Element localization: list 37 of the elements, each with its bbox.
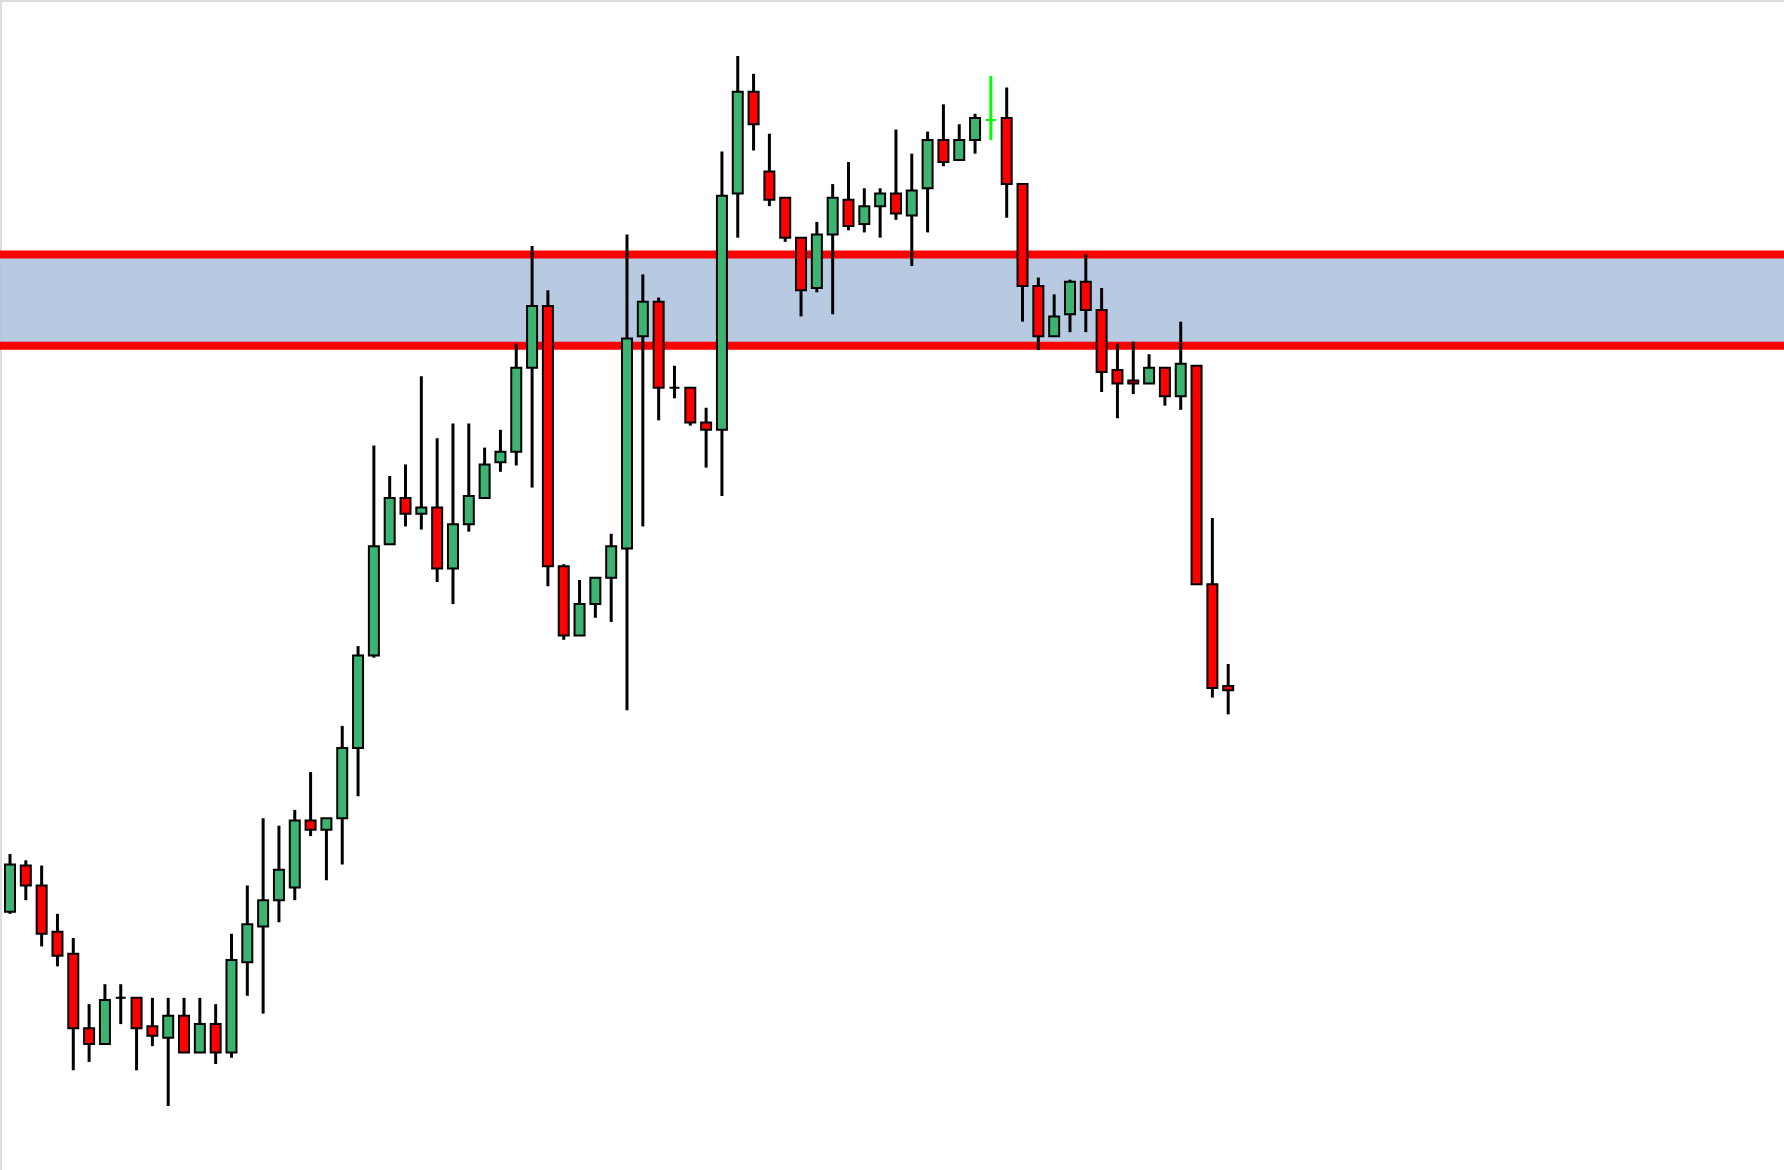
candlestick <box>1158 366 1171 408</box>
candlestick <box>1222 662 1235 716</box>
candlestick <box>684 386 697 428</box>
candlestick <box>162 996 175 1108</box>
candlestick <box>905 152 918 268</box>
candlestick <box>98 982 111 1046</box>
candlestick <box>193 996 206 1054</box>
candlestick <box>747 72 760 152</box>
candlestick <box>889 128 902 222</box>
candlestick <box>1174 320 1187 412</box>
candlestick <box>241 884 254 998</box>
candlestick <box>257 816 270 1016</box>
candlestick <box>668 364 681 400</box>
candlestick <box>779 196 792 244</box>
candlestick <box>700 406 713 470</box>
candlestick <box>383 474 396 546</box>
candlestick <box>178 996 191 1054</box>
candlestick <box>858 186 871 234</box>
candlestick <box>636 272 649 528</box>
candlestick <box>605 532 618 624</box>
candlestick <box>272 824 285 924</box>
candlestick <box>494 428 507 474</box>
candlestick <box>1143 352 1156 386</box>
candlestick <box>478 446 491 500</box>
candlestick <box>4 852 16 916</box>
candlestick <box>114 982 127 1026</box>
candlestick <box>446 422 459 606</box>
candlestick <box>19 858 32 902</box>
candlestick <box>984 74 997 142</box>
candlestick <box>1048 292 1061 338</box>
candlestick <box>1063 278 1076 334</box>
candlestick <box>763 132 776 208</box>
candlestick <box>83 1002 96 1064</box>
candlestick <box>953 122 966 162</box>
candlestick <box>969 112 982 156</box>
candlestick <box>874 186 887 240</box>
candlestick <box>462 422 475 534</box>
